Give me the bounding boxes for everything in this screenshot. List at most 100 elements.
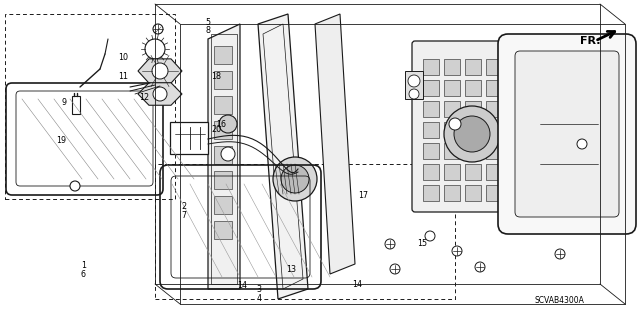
Polygon shape	[258, 14, 308, 299]
Bar	[214, 221, 232, 239]
Circle shape	[449, 118, 461, 130]
Circle shape	[385, 239, 395, 249]
Bar	[465, 59, 481, 75]
Text: 18: 18	[211, 72, 221, 81]
Bar	[444, 101, 460, 117]
Bar	[423, 164, 439, 180]
Bar	[465, 122, 481, 138]
Bar	[486, 59, 502, 75]
Bar	[170, 122, 208, 154]
Text: 16: 16	[216, 120, 226, 129]
Circle shape	[444, 106, 500, 162]
Text: 19: 19	[56, 136, 66, 145]
Bar	[465, 164, 481, 180]
Circle shape	[152, 63, 168, 79]
Circle shape	[577, 139, 587, 149]
Text: FR.: FR.	[580, 36, 600, 46]
Bar	[486, 185, 502, 201]
Bar	[423, 80, 439, 96]
Circle shape	[273, 157, 317, 201]
Text: 11: 11	[118, 72, 128, 81]
Text: 1: 1	[81, 261, 86, 270]
Bar	[465, 101, 481, 117]
Polygon shape	[138, 83, 182, 105]
Bar	[507, 101, 523, 117]
Bar	[155, 164, 455, 299]
Polygon shape	[208, 24, 240, 289]
Circle shape	[425, 231, 435, 241]
Bar	[465, 185, 481, 201]
Bar	[465, 143, 481, 159]
Text: 9: 9	[61, 98, 67, 107]
Text: 2: 2	[181, 202, 186, 211]
Bar	[486, 164, 502, 180]
Bar	[486, 101, 502, 117]
Circle shape	[475, 262, 485, 272]
Text: 15: 15	[417, 239, 428, 248]
Bar	[405, 71, 423, 99]
Circle shape	[454, 116, 490, 152]
Bar	[214, 146, 232, 164]
Bar	[444, 80, 460, 96]
Text: 17: 17	[358, 191, 369, 200]
Bar	[5, 14, 175, 199]
FancyBboxPatch shape	[515, 51, 619, 217]
Text: 20: 20	[211, 125, 221, 134]
Bar	[444, 185, 460, 201]
Bar	[486, 143, 502, 159]
Bar	[211, 34, 237, 284]
Text: 10: 10	[118, 53, 128, 62]
Polygon shape	[315, 14, 355, 274]
Text: 5: 5	[205, 18, 211, 27]
Circle shape	[408, 75, 420, 87]
Polygon shape	[138, 59, 182, 83]
Bar	[72, 96, 80, 114]
Bar	[486, 80, 502, 96]
Circle shape	[452, 246, 462, 256]
Bar	[423, 101, 439, 117]
Bar	[444, 164, 460, 180]
Text: 13: 13	[286, 265, 296, 274]
Bar	[423, 122, 439, 138]
Text: 6: 6	[81, 270, 86, 279]
Text: 3: 3	[257, 285, 262, 294]
Bar	[507, 59, 523, 75]
Text: SCVAB4300A: SCVAB4300A	[534, 296, 584, 305]
FancyBboxPatch shape	[412, 41, 533, 212]
Circle shape	[409, 89, 419, 99]
Bar	[214, 171, 232, 189]
Circle shape	[153, 24, 163, 34]
Circle shape	[219, 115, 237, 133]
Bar	[486, 122, 502, 138]
FancyBboxPatch shape	[498, 34, 636, 234]
Bar	[214, 71, 232, 89]
Circle shape	[70, 181, 80, 191]
Bar	[444, 143, 460, 159]
Text: 4: 4	[257, 294, 262, 303]
Bar	[507, 143, 523, 159]
Bar	[507, 185, 523, 201]
Bar	[214, 46, 232, 64]
Text: 14: 14	[237, 281, 247, 290]
Circle shape	[281, 165, 309, 193]
Circle shape	[390, 264, 400, 274]
Text: 14: 14	[352, 280, 362, 289]
Bar	[465, 80, 481, 96]
Bar	[444, 59, 460, 75]
Circle shape	[145, 39, 165, 59]
Bar	[214, 196, 232, 214]
Bar	[507, 80, 523, 96]
Bar	[507, 164, 523, 180]
Bar	[444, 122, 460, 138]
Circle shape	[221, 147, 235, 161]
Bar	[423, 185, 439, 201]
Bar	[423, 143, 439, 159]
Bar	[214, 121, 232, 139]
Text: 7: 7	[181, 211, 186, 220]
Text: 8: 8	[205, 26, 211, 35]
Bar	[507, 122, 523, 138]
Circle shape	[153, 87, 167, 101]
Bar	[423, 59, 439, 75]
Text: 12: 12	[139, 93, 149, 102]
Circle shape	[555, 249, 565, 259]
